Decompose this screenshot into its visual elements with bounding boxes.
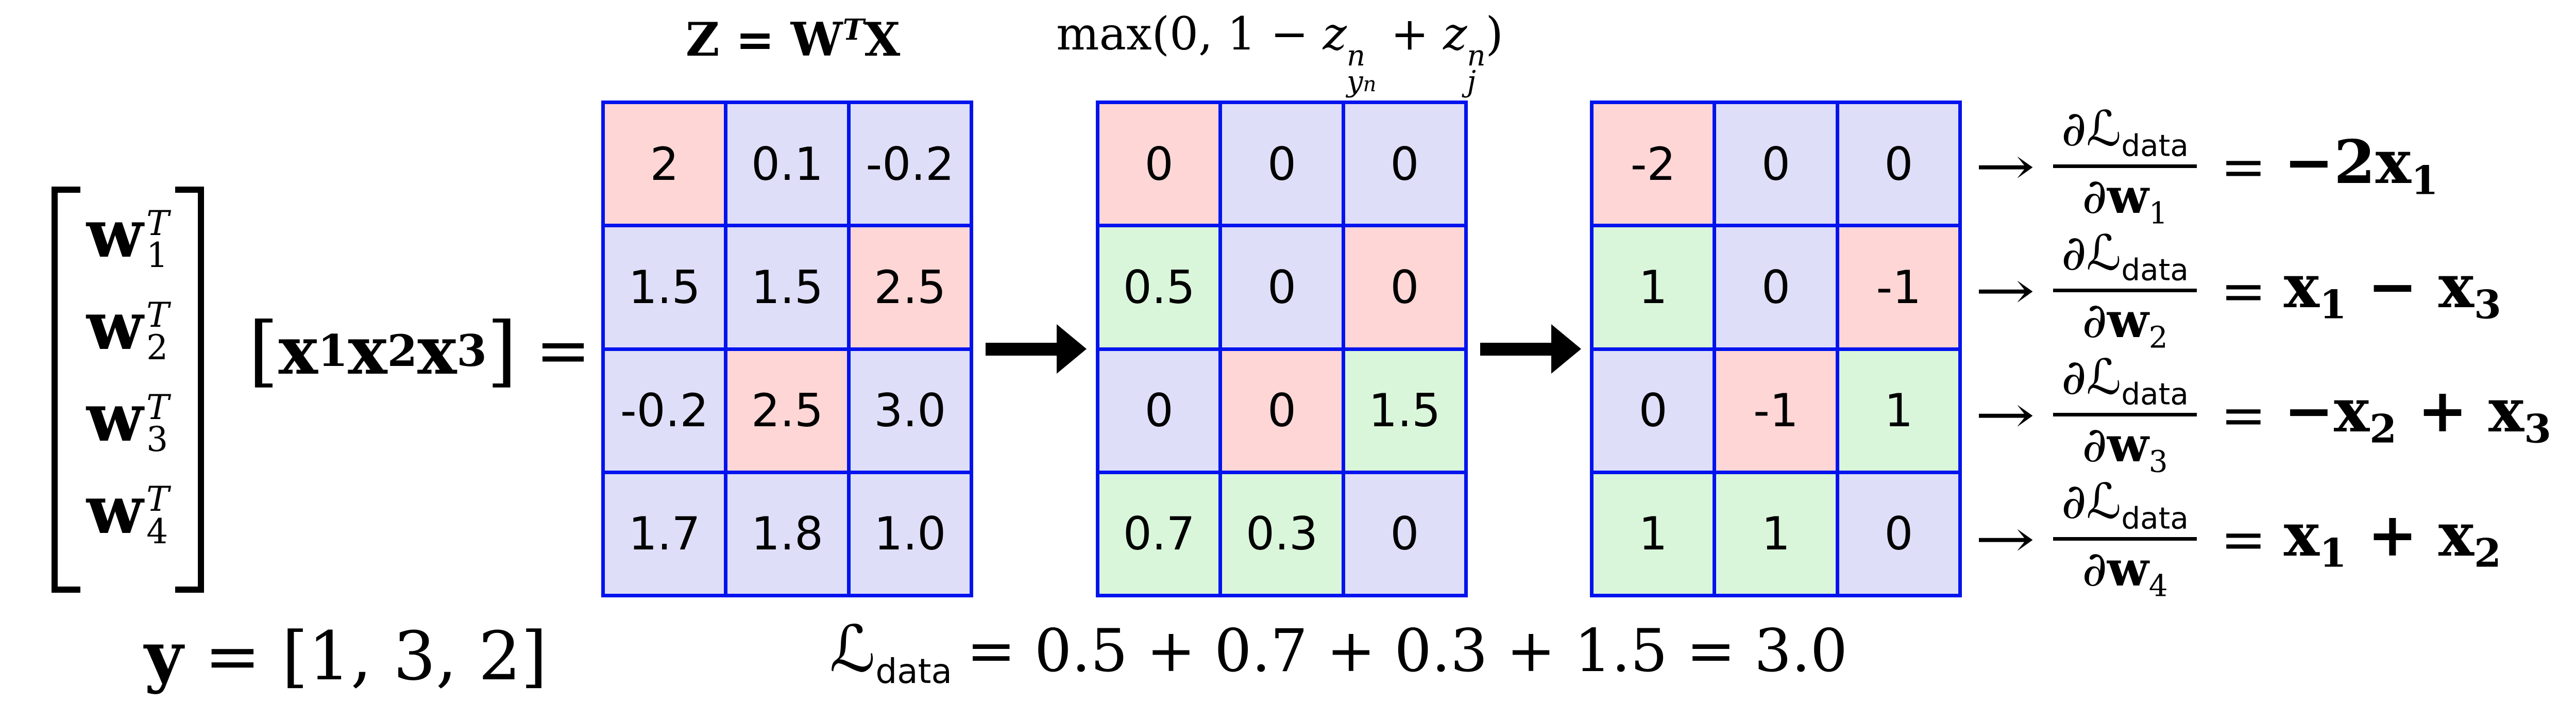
matrix-cell: 2.5 (850, 227, 970, 347)
matrix-cell: 1.8 (727, 474, 847, 594)
gradient-fraction: ∂ℒdata ∂w4 (2053, 476, 2197, 601)
matrix-cell: 0 (1222, 350, 1342, 471)
equals-sign: = (2220, 507, 2266, 571)
matrix-cell: 1.5 (605, 227, 724, 347)
matrix-cell: 0 (1345, 474, 1464, 594)
flow-arrow-icon (1480, 324, 1581, 374)
matrix-cell: 1.0 (850, 474, 970, 594)
matrix-cell: 0.3 (1222, 474, 1342, 594)
matrix-cell: 1.7 (605, 474, 724, 594)
matrix-cell: 1 (1839, 350, 1958, 471)
script-l-symbol: ℒ (829, 612, 876, 687)
matrix-cell: -1 (1839, 227, 1958, 347)
matrix-cell: 0 (1594, 350, 1713, 471)
matrix-cell: 1 (1716, 474, 1836, 594)
x2-sub: 2 (387, 325, 418, 376)
gradient-fraction: ∂ℒdata ∂w3 (2053, 352, 2197, 477)
gradient-row-w3: → ∂ℒdata ∂w3 = −x2 + x3 (1975, 352, 2552, 477)
left-bracket (52, 187, 80, 593)
loss-subscript: data (875, 651, 952, 692)
y-symbol: y (144, 616, 183, 695)
x1: x (278, 312, 318, 390)
gradient-fraction: ∂ℒdata ∂w1 (2053, 104, 2197, 229)
matrix-cell: 0 (1222, 104, 1342, 224)
equals-sign: = (2220, 383, 2266, 447)
title-z-equals-wtx: Z = WTX (685, 12, 901, 67)
matrix-cell: 1 (1594, 227, 1713, 347)
matrix-z-scores: 2 0.1 -0.2 1.5 1.5 2.5 -0.2 2.5 3.0 1.7 … (601, 101, 973, 597)
x1-sub: 1 (317, 325, 348, 376)
equals-sign: = (535, 312, 591, 389)
matrix-cell: -0.2 (850, 104, 970, 224)
gradient-row-w2: → ∂ℒdata ∂w2 = x1 − x3 (1975, 228, 2501, 353)
gradient-row-w4: → ∂ℒdata ∂w4 = x1 + x2 (1975, 476, 2501, 601)
loss-sum: = 0.5 + 0.7 + 0.3 + 1.5 = 3.0 (966, 616, 1848, 685)
matrix-cell: 1.5 (1345, 350, 1464, 471)
x2: x (348, 312, 387, 390)
gradient-result: −x2 + x3 (2283, 376, 2552, 452)
arrow-head (1057, 324, 1087, 374)
arrow-bar (1480, 342, 1551, 356)
matrix-hinge-loss: 0 0 0 0.5 0 0 0 0 1.5 0.7 0.3 0 (1096, 101, 1468, 597)
x3: x (417, 312, 457, 390)
matrix-cell: 0 (1099, 104, 1219, 224)
open-bracket: [ (248, 306, 279, 396)
matrix-cell: 0.5 (1099, 227, 1219, 347)
matrix-cell: 0 (1839, 104, 1958, 224)
arrow-head (1551, 324, 1581, 374)
right-bracket (175, 187, 204, 593)
gradient-result: x1 − x3 (2283, 252, 2501, 328)
gradient-row-w1: → ∂ℒdata ∂w1 = −2x1 (1975, 104, 2438, 229)
right-arrow-icon: → (1975, 136, 2036, 196)
arrow-bar (986, 342, 1057, 356)
matrix-cell: 2 (605, 104, 724, 224)
y-values: = [1, 3, 2] (204, 617, 547, 695)
matrix-cell: 2.5 (727, 350, 847, 471)
matrix-cell: 0 (1222, 227, 1342, 347)
matrix-cell: 0 (1716, 104, 1836, 224)
matrix-cell: 0 (1099, 350, 1219, 471)
close-bracket: ] (486, 306, 517, 396)
matrix-cell: -1 (1716, 350, 1836, 471)
label-vector-y: y = [1, 3, 2] (144, 623, 547, 690)
x3-sub: 3 (456, 325, 487, 376)
matrix-cell: 1.5 (727, 227, 847, 347)
gradient-fraction: ∂ℒdata ∂w2 (2053, 228, 2197, 353)
equals-sign: = (2220, 135, 2266, 198)
gradient-result: −2x1 (2283, 127, 2438, 204)
gradient-result: x1 + x2 (2283, 500, 2501, 576)
matrix-cell: -2 (1594, 104, 1713, 224)
flow-arrow-icon (986, 324, 1087, 374)
matrix-cell: 0 (1345, 227, 1464, 347)
matrix-cell: 0 (1345, 104, 1464, 224)
right-arrow-icon: → (1975, 260, 2036, 321)
matrix-cell: 1 (1594, 474, 1713, 594)
title-hinge-formula: max(0, 1 − z n yn + z n j) (1056, 7, 1503, 99)
matrix-cell: -0.2 (605, 350, 724, 471)
matrix-gradient-indicators: -2 0 0 1 0 -1 0 -1 1 1 1 0 (1590, 101, 1962, 597)
right-arrow-icon: → (1975, 385, 2036, 445)
matrix-cell: 0.7 (1099, 474, 1219, 594)
matrix-cell: 0 (1839, 474, 1958, 594)
right-arrow-icon: → (1975, 509, 2036, 569)
matrix-cell: 0 (1716, 227, 1836, 347)
matrix-cell: 0.1 (727, 104, 847, 224)
matrix-cell: 3.0 (850, 350, 970, 471)
total-loss-equation: ℒdata = 0.5 + 0.7 + 0.3 + 1.5 = 3.0 (829, 617, 1848, 689)
equals-sign: = (2220, 259, 2266, 323)
